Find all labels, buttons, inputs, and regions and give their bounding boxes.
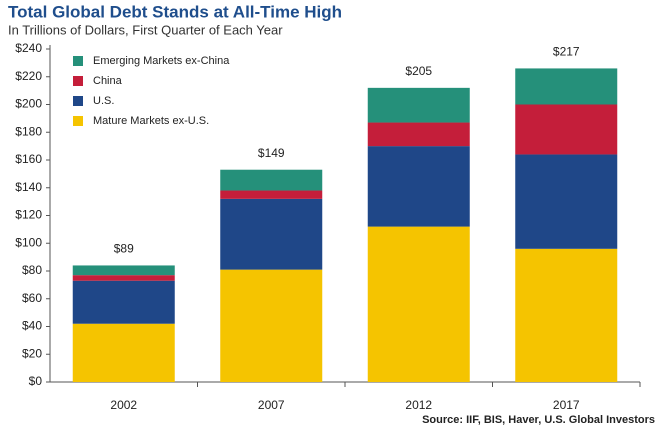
x-tick-label: 2002 (110, 398, 137, 412)
x-tick-label: 2007 (258, 398, 285, 412)
bar-segment (367, 146, 470, 227)
chart-title: Total Global Debt Stands at All-Time Hig… (8, 2, 342, 21)
y-tick-label: $140 (15, 180, 42, 194)
y-tick-label: $220 (15, 69, 42, 83)
source: Source: IIF, BIS, Haver, U.S. Global Inv… (422, 414, 655, 426)
y-tick-label: $40 (22, 319, 42, 333)
chart-subtitle: In Trillions of Dollars, First Quarter o… (8, 22, 283, 37)
x-tick-label: 2012 (405, 398, 432, 412)
y-tick-label: $60 (22, 291, 42, 305)
y-tick-label: $120 (15, 208, 42, 222)
legend-swatch (73, 96, 83, 106)
bar-segment (367, 122, 470, 147)
total-label: $205 (405, 64, 432, 78)
y-tick-label: $100 (15, 235, 42, 249)
legend-swatch (73, 76, 83, 86)
x-tick-label: 2017 (553, 398, 580, 412)
legend-label: U.S. (93, 95, 114, 107)
total-label: $149 (258, 146, 285, 160)
total-label: $217 (553, 45, 580, 59)
bar-segment (515, 248, 618, 382)
bar-segment (220, 269, 323, 382)
bar-segment (367, 87, 470, 123)
legend-swatch (73, 56, 83, 66)
legend-swatch (73, 116, 83, 126)
y-tick-label: $160 (15, 152, 42, 166)
legend-label: China (93, 75, 123, 87)
legend-label: Emerging Markets ex-China (93, 55, 230, 67)
legend-label: Mature Markets ex-U.S. (93, 115, 209, 127)
y-tick-label: $180 (15, 124, 42, 138)
bar-segment (515, 104, 618, 155)
bar-segment (220, 198, 323, 270)
bar-segment (220, 169, 323, 191)
bar-segment (515, 68, 618, 105)
bar-segment (220, 190, 323, 199)
y-tick-label: $200 (15, 97, 42, 111)
y-tick-label: $20 (22, 346, 42, 360)
bar-segment (72, 265, 175, 276)
total-label: $89 (114, 242, 134, 256)
bar-segment (72, 280, 175, 324)
y-tick-label: $80 (22, 263, 42, 277)
y-tick-label: $240 (15, 41, 42, 55)
bar-segment (72, 275, 175, 281)
bar-segment (515, 154, 618, 249)
bar-segment (367, 226, 470, 382)
bar-segment (72, 323, 175, 382)
y-tick-label: $0 (29, 374, 43, 388)
